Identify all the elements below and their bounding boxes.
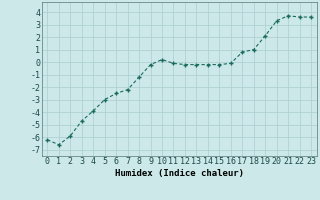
X-axis label: Humidex (Indice chaleur): Humidex (Indice chaleur) <box>115 169 244 178</box>
